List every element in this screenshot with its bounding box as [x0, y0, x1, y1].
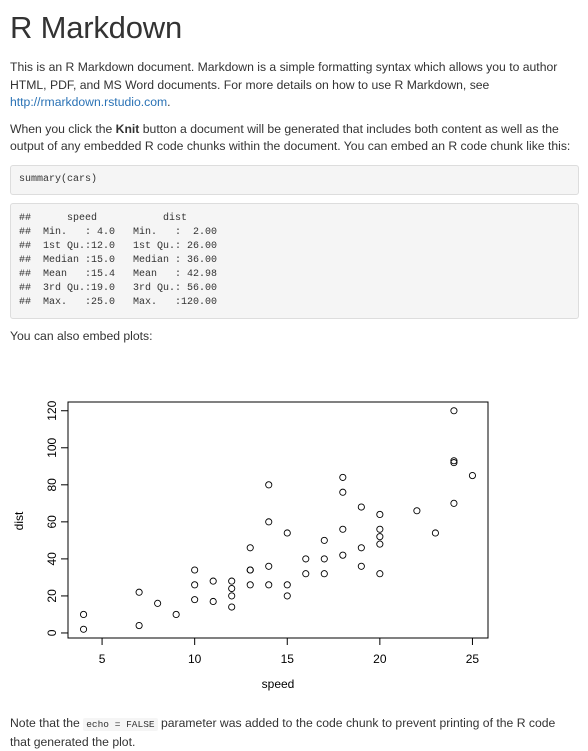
- data-point: [228, 603, 236, 611]
- intro-end: .: [167, 95, 171, 109]
- data-point: [320, 570, 328, 578]
- plots-paragraph: You can also embed plots:: [10, 328, 153, 343]
- data-point: [80, 625, 88, 633]
- x-axis: 5 10 15 20 25: [99, 637, 480, 666]
- y-tick-label: 120: [45, 400, 59, 420]
- data-point: [228, 584, 236, 593]
- data-point: [357, 544, 365, 552]
- data-point: [191, 596, 199, 604]
- data-point: [450, 407, 458, 415]
- scatter-plot: 5 10 15 20 25 0 20 40 60 80 100 120 speed dist: [12, 400, 489, 691]
- data-point: [265, 562, 273, 570]
- data-point: [246, 566, 254, 574]
- data-point: [413, 507, 421, 515]
- data-point: [339, 525, 347, 533]
- data-point: [320, 536, 328, 544]
- note-text-pre: Note that the: [10, 716, 84, 730]
- code-chunk-input: summary(cars): [10, 164, 579, 195]
- y-tick-label: 100: [45, 437, 59, 457]
- knit-bold: Knit: [115, 121, 140, 136]
- data-point: [265, 481, 273, 489]
- data-point: [302, 555, 310, 563]
- data-point: [265, 581, 273, 589]
- data-point: [228, 577, 236, 585]
- data-point: [80, 610, 88, 618]
- data-points: [80, 407, 476, 633]
- y-tick-label: 40: [45, 552, 59, 566]
- data-point: [376, 510, 384, 518]
- data-point: [302, 570, 310, 578]
- x-tick-label: 25: [466, 652, 480, 666]
- data-point: [191, 566, 199, 574]
- data-point: [376, 540, 384, 548]
- data-point: [339, 488, 347, 496]
- data-point: [283, 592, 291, 600]
- data-point: [450, 499, 458, 507]
- intro-paragraph: This is an R Markdown document. Markdown…: [10, 59, 579, 112]
- data-point: [450, 457, 458, 465]
- knit-text-pre: When you click the: [10, 121, 116, 136]
- data-point: [339, 551, 347, 559]
- intro-text: This is an R Markdown document. Markdown…: [10, 60, 558, 92]
- data-point: [191, 581, 199, 589]
- rmarkdown-link[interactable]: http://rmarkdown.rstudio.com: [10, 95, 168, 109]
- x-tick-label: 5: [99, 652, 106, 666]
- data-point: [209, 597, 217, 606]
- plot-frame: [67, 401, 489, 639]
- data-point: [320, 555, 328, 563]
- x-tick-label: 10: [188, 652, 202, 666]
- data-point: [135, 622, 143, 630]
- y-axis-label: dist: [12, 511, 26, 530]
- data-point: [172, 610, 180, 618]
- x-tick-label: 15: [281, 652, 295, 666]
- data-point: [209, 577, 217, 585]
- x-tick-label: 20: [373, 652, 387, 666]
- data-point: [376, 570, 384, 578]
- data-point: [283, 529, 291, 537]
- data-point: [265, 518, 273, 526]
- y-tick-label: 80: [45, 478, 59, 492]
- data-point: [228, 592, 236, 600]
- data-point: [357, 503, 365, 511]
- data-point: [154, 599, 162, 607]
- data-point: [431, 529, 439, 537]
- data-point: [376, 533, 384, 541]
- y-tick-label: 20: [45, 589, 59, 603]
- y-axis: 0 20 40 60 80 100 120: [45, 400, 69, 636]
- data-point: [135, 588, 143, 596]
- data-point: [283, 581, 291, 589]
- x-axis-label: speed: [262, 677, 295, 691]
- data-point: [357, 562, 365, 570]
- data-point: [376, 525, 384, 533]
- data-point: [468, 472, 476, 480]
- y-tick-label: 60: [45, 515, 59, 529]
- page-title: R Markdown: [10, 10, 182, 45]
- data-point: [339, 473, 347, 481]
- knit-paragraph: When you click the Knit button a documen…: [10, 121, 579, 156]
- y-tick-label: 0: [45, 629, 59, 636]
- code-chunk-output: ## speed dist ## Min. : 4.0 Min. : 2.00 …: [10, 202, 579, 319]
- data-point: [450, 459, 458, 467]
- knit-text-post: button a document will be generated that…: [10, 121, 571, 154]
- data-point: [246, 581, 254, 589]
- data-point: [246, 544, 254, 552]
- note-paragraph: Note that the echo = FALSE parameter was…: [10, 715, 579, 751]
